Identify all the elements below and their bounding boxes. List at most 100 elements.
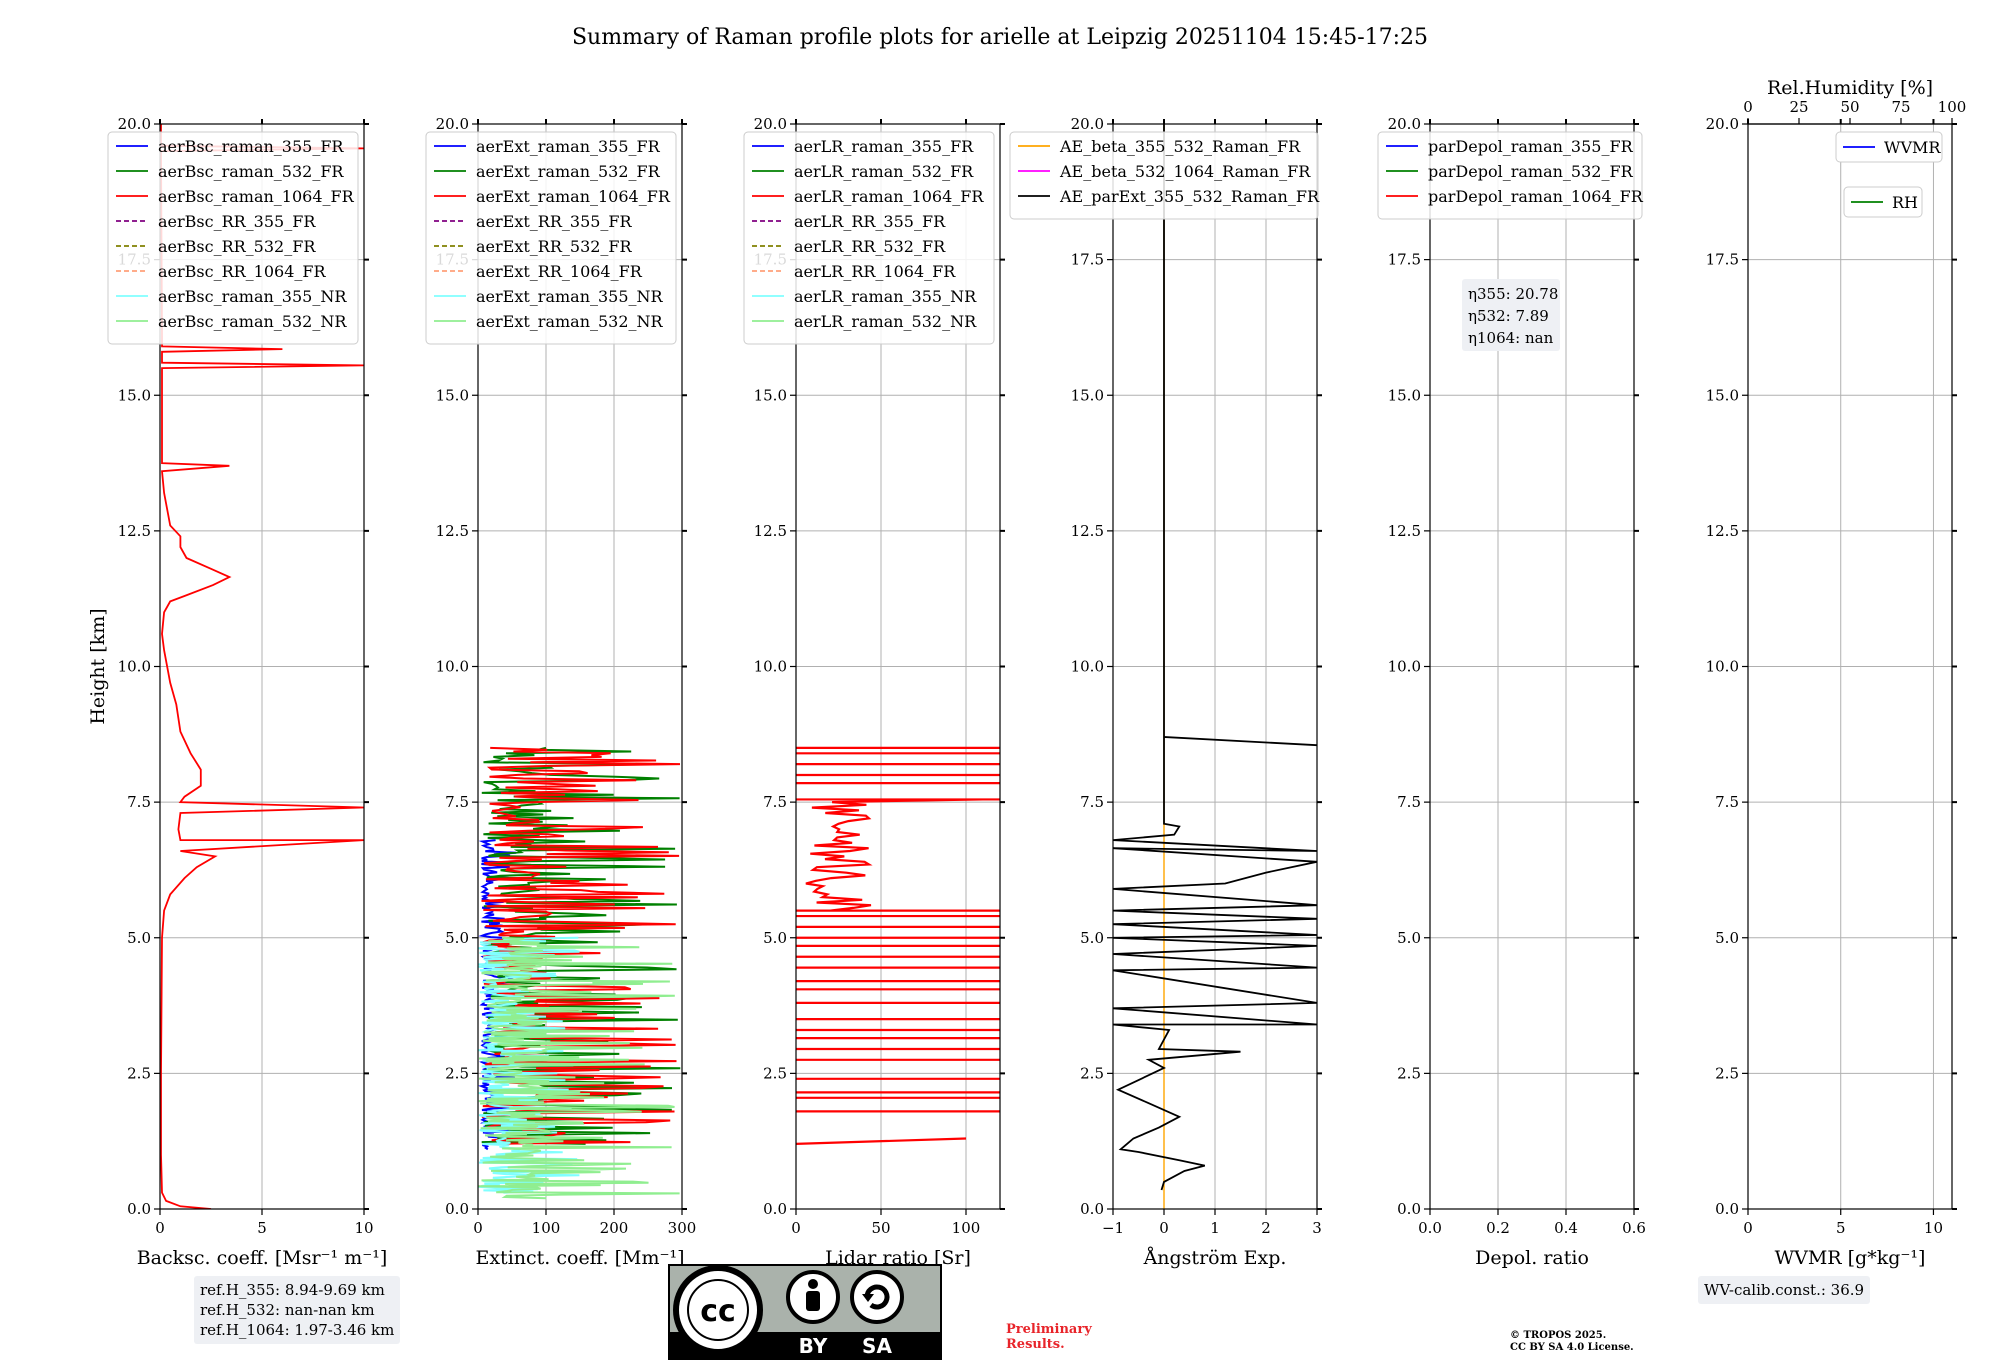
x-axis-label: Extinct. coeff. [Mm⁻¹] <box>475 1247 684 1269</box>
y-tick-label: 12.5 <box>436 522 469 540</box>
y-tick-label: 7.5 <box>1715 793 1739 811</box>
ref-height-1064: ref.H_1064: 1.97-3.46 km <box>200 1321 395 1339</box>
x-tick-label: 10 <box>354 1219 373 1237</box>
x-tick-label: 5 <box>1836 1219 1846 1237</box>
legend-label: RH <box>1892 193 1918 212</box>
copyright-line-1: © TROPOS 2025. <box>1510 1330 1607 1341</box>
legend-label: aerBsc_raman_532_FR <box>158 162 344 181</box>
y-tick-label: 0.0 <box>1715 1200 1739 1218</box>
y-tick-label: 2.5 <box>127 1064 151 1082</box>
y-tick-label: 0.0 <box>1080 1200 1104 1218</box>
top-x-axis-label: Rel.Humidity [%] <box>1767 77 1933 99</box>
preliminary-results-note: Preliminary Results. <box>1006 1322 1092 1352</box>
y-tick-label: 17.5 <box>1071 251 1104 269</box>
y-tick-label: 10.0 <box>1388 658 1421 676</box>
y-tick-label: 0.0 <box>445 1200 469 1218</box>
y-tick-label: 7.5 <box>1080 793 1104 811</box>
data-layer <box>478 746 681 1200</box>
panel-wvmr: 0.02.55.07.510.012.515.017.520.00 5 10WVMR… <box>1706 77 1967 1269</box>
x-axis-label: Backsc. coeff. [Msr⁻¹ m⁻¹] <box>137 1247 388 1269</box>
y-tick-label: 20.0 <box>1706 115 1739 133</box>
y-tick-label: 7.5 <box>763 793 787 811</box>
y-tick-label: 20.0 <box>754 115 787 133</box>
preliminary-line-1: Preliminary <box>1006 1322 1092 1337</box>
top-x-tick-label: 50 <box>1840 98 1859 116</box>
y-tick-label: 15.0 <box>1388 386 1421 404</box>
x-tick-label: 3 <box>1312 1219 1322 1237</box>
y-axis-label: Height [km] <box>87 608 109 724</box>
legend-label: aerBsc_raman_1064_FR <box>158 187 355 206</box>
legend-label: AE_beta_532_1064_Raman_FR <box>1059 162 1311 181</box>
panel-depol: 0.0 2.5 5.0 7.5 10.0 12.5 15.0 17.5 20.0 0.0 0.2 0.… <box>1377 115 1646 1269</box>
series-aerBsc_raman_1064_FR <box>160 124 364 1209</box>
copyright-line-2: CC BY SA 4.0 License. <box>1510 1342 1634 1353</box>
x-tick-label: 300 <box>668 1219 697 1237</box>
ref-heights-box: ref.H_355: 8.94-9.69 km ref.H_532: nan-n… <box>194 1276 401 1344</box>
badge-by-label: BY <box>799 1334 828 1358</box>
eta-annotation: η532: 7.89 <box>1468 307 1549 325</box>
legend-label: aerLR_RR_532_FR <box>794 237 946 256</box>
x-tick-label: 50 <box>871 1219 890 1237</box>
y-tick-label: 15.0 <box>1706 386 1739 404</box>
y-tick-label: 10.0 <box>118 658 151 676</box>
panel-backscatter: 0.02.55.07.510.012.515.017.520.00510Back… <box>87 115 387 1269</box>
y-tick-label: 2.5 <box>763 1064 787 1082</box>
legend-label: aerLR_raman_532_FR <box>794 162 974 181</box>
legend-label: aerExt_RR_532_FR <box>476 237 633 256</box>
ref-height-532: ref.H_532: nan-nan km <box>200 1301 375 1319</box>
copyright-note: © TROPOS 2025. CC BY SA 4.0 License. <box>1510 1330 1634 1354</box>
x-tick-label: 100 <box>532 1219 561 1237</box>
y-tick-label: 12.5 <box>1706 522 1739 540</box>
panel-extinction: 0.02.55.07.510.012.515.017.520.001002003… <box>425 115 697 1269</box>
y-tick-label: 20.0 <box>118 115 151 133</box>
x-tick-label: 0 <box>1743 1219 1753 1237</box>
legend-box <box>107 131 359 345</box>
x-tick-label: 5 <box>257 1219 267 1237</box>
legend-box <box>1009 131 1319 220</box>
badge-sa-label: SA <box>862 1334 892 1358</box>
legend-label: aerExt_raman_1064_FR <box>476 187 671 206</box>
top-x-tick-label: 25 <box>1789 98 1808 116</box>
y-tick-label: 5.0 <box>1715 929 1739 947</box>
ref-height-355: ref.H_355: 8.94-9.69 km <box>200 1281 385 1299</box>
legend-label: aerBsc_RR_1064_FR <box>158 262 327 281</box>
y-tick-label: 17.5 <box>1706 251 1739 269</box>
y-tick-label: 20.0 <box>436 115 469 133</box>
x-tick-label: 0 <box>155 1219 165 1237</box>
y-tick-label: 12.5 <box>754 522 787 540</box>
y-tick-label: 0.0 <box>763 1200 787 1218</box>
top-x-tick-label: 0 <box>1743 98 1753 116</box>
x-tick-label: 0.6 <box>1622 1219 1646 1237</box>
data-layer <box>796 746 1000 1145</box>
y-tick-label: 2.5 <box>1080 1064 1104 1082</box>
legend-label: aerBsc_raman_532_NR <box>158 312 347 331</box>
legend-label: aerExt_RR_1064_FR <box>476 262 643 281</box>
y-tick-label: 5.0 <box>127 929 151 947</box>
series-AE_parExt_355_532_Raman_FR <box>1113 124 1317 1191</box>
y-tick-label: 12.5 <box>1071 522 1104 540</box>
y-tick-label: 0.0 <box>1397 1200 1421 1218</box>
x-tick-label: 0 <box>473 1219 483 1237</box>
legend-label: aerBsc_RR_355_FR <box>158 212 316 231</box>
svg-text:cc: cc <box>700 1294 736 1329</box>
y-tick-label: 10.0 <box>436 658 469 676</box>
y-tick-label: 10.0 <box>754 658 787 676</box>
legend-label: aerLR_raman_355_NR <box>794 287 977 306</box>
series-aerExt_raman_532_NR <box>478 936 680 1200</box>
top-x-tick-label: 100 <box>1938 98 1967 116</box>
legend-label: aerLR_RR_355_FR <box>794 212 946 231</box>
x-axis-label: Depol. ratio <box>1475 1247 1589 1269</box>
x-tick-label: 0.2 <box>1486 1219 1510 1237</box>
x-tick-label: −1 <box>1102 1219 1124 1237</box>
legend-label: aerBsc_raman_355_FR <box>158 137 344 156</box>
legend-label: AE_parExt_355_532_Raman_FR <box>1059 187 1320 206</box>
legend-box <box>743 131 995 345</box>
legend-label: aerBsc_raman_355_NR <box>158 287 347 306</box>
y-tick-label: 2.5 <box>445 1064 469 1082</box>
legend-label: parDepol_raman_355_FR <box>1428 137 1634 156</box>
y-tick-label: 15.0 <box>118 386 151 404</box>
y-tick-label: 2.5 <box>1397 1064 1421 1082</box>
legend-label: aerLR_RR_1064_FR <box>794 262 956 281</box>
y-tick-label: 20.0 <box>1071 115 1104 133</box>
legend-label: parDepol_raman_532_FR <box>1428 162 1634 181</box>
